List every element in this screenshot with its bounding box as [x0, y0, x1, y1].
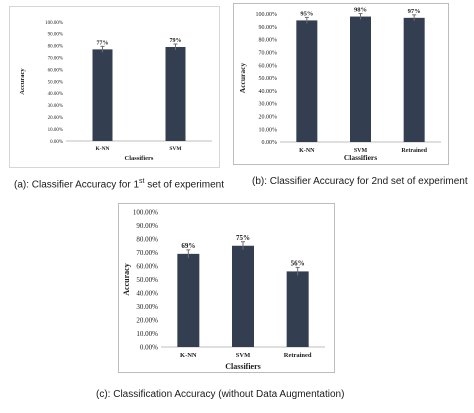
chart-c-y-tick-label: 50.00% [136, 276, 158, 284]
chart-b-category-label: K-NN [299, 148, 315, 154]
chart-a-y-tick-label: 40.00% [48, 92, 63, 97]
caption-a-superscript: st [139, 178, 145, 185]
chart-b-x-axis-title: Classifiers [344, 153, 377, 162]
chart-a-value-label: 79% [170, 38, 182, 44]
chart-b-y-tick-label: 20.00% [259, 115, 278, 121]
chart-panel-b: 0.00% 10.00% 20.00% 30.00% 40.00% 50.00% 60.00… [233, 3, 449, 165]
bar-chart-b: 0.00% 10.00% 20.00% 30.00% 40.00% 50.00% 60.00… [238, 7, 441, 162]
chart-b-value-label: 97% [408, 8, 421, 15]
chart-b-bar [296, 20, 318, 142]
chart-c-y-tick-label: 70.00% [136, 249, 158, 257]
chart-c-y-tick-label: 0.00% [140, 343, 158, 351]
chart-a-y-axis-title: Accuracy [19, 68, 26, 95]
chart-c-value-label: 75% [236, 234, 250, 242]
chart-b-category-label: Retrained [401, 148, 427, 154]
chart-panel-c: 0.00% 10.00% 20.00% 30.00% 40.00% 50.00% 60.00… [118, 203, 335, 373]
chart-b-y-tick-label: 90.00% [259, 25, 278, 31]
chart-b-value-label: 95% [300, 10, 313, 17]
chart-c-category-label: SVM [236, 352, 250, 359]
caption-a: (a): Classifier Accuracy for 1st set of … [14, 178, 224, 190]
chart-a-y-tick-label: 10.00% [48, 128, 63, 133]
chart-b-bar [403, 17, 425, 143]
chart-c-y-tick-label: 80.00% [136, 235, 158, 243]
chart-b-y-tick-label: 100.00% [256, 12, 278, 18]
chart-a-y-tick-label: 80.00% [48, 45, 63, 50]
chart-c-value-label: 56% [291, 259, 305, 267]
chart-a-y-tick-label: 30.00% [48, 104, 63, 109]
caption-c: (c): Classification Accuracy (without Da… [96, 389, 345, 400]
chart-b-y-tick-label: 40.00% [259, 89, 278, 95]
chart-c-bar [286, 271, 309, 347]
chart-b-y-tick-label: 0.00% [262, 140, 278, 146]
bar-chart-a: 0.00% 10.00% 20.00% 30.00% 40.00% 50.00% 60.00… [19, 21, 212, 162]
chart-a-y-tick-label: 100.00% [45, 21, 63, 26]
chart-c-y-tick-label: 100.00% [133, 208, 158, 216]
chart-b-value-label: 98% [354, 7, 367, 14]
chart-a-bar [92, 49, 113, 142]
chart-a-y-tick-label: 50.00% [48, 80, 63, 85]
chart-a-y-tick-label: 0.00% [50, 140, 63, 145]
chart-b-y-tick-label: 30.00% [259, 102, 278, 108]
chart-a-y-tick-label: 90.00% [48, 33, 63, 38]
chart-b-y-axis-title: Accuracy [238, 63, 247, 94]
chart-b-y-tick-label: 10.00% [259, 127, 278, 133]
chart-b-y-tick-label: 50.00% [259, 76, 278, 82]
chart-a-bar [165, 46, 186, 141]
chart-c-category-label: Retrained [284, 352, 312, 359]
chart-b-y-tick-label: 60.00% [259, 63, 278, 69]
chart-c-bar [232, 245, 254, 347]
caption-a-tail: set of experiment [144, 179, 224, 191]
chart-a-value-label: 77% [97, 40, 109, 46]
chart-c-y-tick-label: 90.00% [136, 222, 158, 230]
chart-c-y-tick-label: 20.00% [136, 316, 158, 324]
chart-c-value-label: 69% [181, 242, 195, 250]
bar-chart-c: 0.00% 10.00% 20.00% 30.00% 40.00% 50.00% 60.00… [122, 208, 325, 371]
chart-a-x-axis-title: Classifiers [125, 155, 154, 162]
chart-c-y-tick-label: 60.00% [136, 262, 158, 270]
chart-c-bar [177, 253, 200, 347]
chart-c-y-tick-label: 40.00% [136, 289, 158, 297]
chart-c-y-axis-title: Accuracy [122, 263, 131, 295]
chart-c-y-tick-label: 10.00% [136, 330, 158, 338]
chart-a-category-label: SVM [169, 146, 182, 152]
chart-c-x-axis-title: Classifiers [225, 362, 261, 371]
chart-a-category-label: K-NN [95, 146, 109, 152]
chart-a-y-tick-label: 20.00% [48, 116, 63, 121]
chart-a-y-tick-label: 70.00% [48, 56, 63, 61]
caption-a-main: (a): Classifier Accuracy for 1 [14, 179, 140, 191]
chart-b-bar [350, 16, 371, 143]
chart-b-y-tick-label: 80.00% [259, 38, 278, 44]
chart-b-category-label: SVM [354, 148, 368, 154]
chart-a-y-tick-label: 60.00% [48, 68, 63, 73]
chart-b-y-tick-label: 70.00% [259, 51, 278, 57]
chart-panel-a: 0.00% 10.00% 20.00% 30.00% 40.00% 50.00% 60.00… [9, 6, 220, 168]
caption-b: (b): Classifier Accuracy for 2nd set of … [252, 176, 468, 187]
chart-c-category-label: K-NN [180, 352, 197, 359]
chart-c-y-tick-label: 30.00% [136, 303, 158, 311]
